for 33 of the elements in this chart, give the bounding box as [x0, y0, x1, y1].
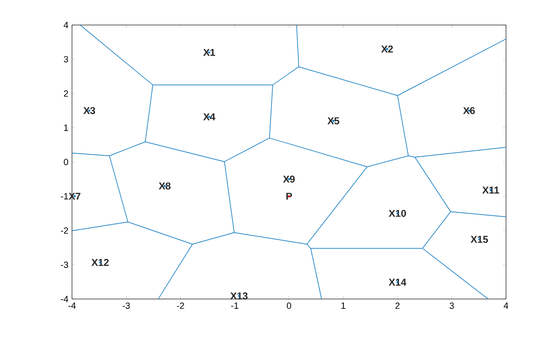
annotation: X2 — [381, 46, 393, 52]
y-tick-label: -3 — [60, 262, 68, 268]
annotation: X3 — [83, 107, 96, 114]
x-tick-label: 1 — [341, 302, 346, 309]
annotation: X9 — [283, 176, 295, 183]
y-tick-label: 0 — [64, 158, 68, 166]
annotation: X10 — [388, 210, 406, 217]
y-tick-label: -4 — [60, 296, 68, 302]
annotation: X8 — [158, 182, 171, 190]
annotation: X12 — [91, 258, 109, 266]
x-tick-label: -3 — [122, 302, 130, 309]
annotation: X4 — [203, 113, 216, 120]
annotation: X1 — [203, 48, 216, 56]
y-tick-label: 4 — [64, 22, 68, 28]
x-tick-label: 3 — [450, 302, 454, 309]
annotation: X14 — [388, 278, 406, 286]
x-tick-label: -1 — [231, 302, 238, 309]
y-tick-label: -1 — [60, 193, 68, 200]
annotation: X5 — [327, 117, 340, 124]
annotation: X11 — [482, 186, 500, 194]
y-tick-label: 3 — [64, 56, 68, 62]
x-tick-label: -2 — [176, 302, 184, 309]
y-tick-label: 2 — [64, 90, 68, 97]
annotation: P — [286, 192, 292, 200]
annotation: X15 — [470, 236, 488, 243]
x-tick-label: 0 — [286, 302, 292, 309]
y-tick-label: -2 — [60, 227, 68, 234]
y-tick-label: 1 — [64, 124, 68, 131]
x-tick-label: 4 — [504, 302, 508, 309]
annotation: X13 — [230, 292, 248, 300]
annotation: X6 — [463, 107, 475, 114]
x-tick-label: -4 — [68, 302, 76, 309]
x-tick-label: 2 — [395, 302, 400, 309]
